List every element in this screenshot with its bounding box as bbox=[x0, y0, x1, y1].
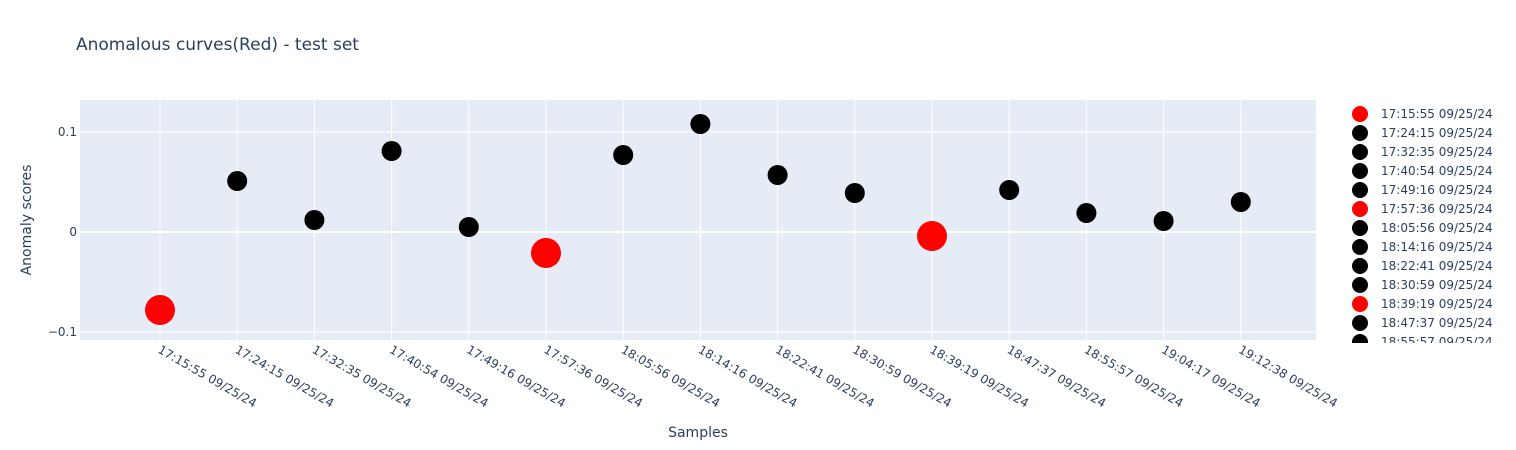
legend-marker bbox=[1352, 277, 1368, 293]
normal-point[interactable] bbox=[1153, 211, 1174, 231]
data-points bbox=[145, 114, 1251, 325]
anomalous-point[interactable] bbox=[917, 221, 947, 251]
normal-point[interactable] bbox=[1230, 192, 1251, 212]
legend-item[interactable]: 18:05:56 09/25/24 bbox=[1352, 220, 1493, 236]
legend-item[interactable]: 18:55:57 09/25/24 bbox=[1352, 334, 1493, 350]
legend-label: 17:57:36 09/25/24 bbox=[1381, 202, 1493, 216]
legend-marker bbox=[1352, 334, 1368, 343]
y-tick-label: 0.1 bbox=[58, 125, 77, 139]
legend-label: 17:40:54 09/25/24 bbox=[1381, 164, 1493, 178]
normal-point[interactable] bbox=[458, 217, 479, 237]
normal-point[interactable] bbox=[613, 145, 634, 165]
legend-marker bbox=[1352, 125, 1368, 141]
legend-item[interactable]: 17:24:15 09/25/24 bbox=[1352, 125, 1493, 141]
legend-label: 18:05:56 09/25/24 bbox=[1381, 221, 1493, 235]
legend-label: 19:04:17 09/25/24 bbox=[1381, 354, 1493, 368]
normal-point[interactable] bbox=[227, 171, 248, 191]
legend-label: 17:32:35 09/25/24 bbox=[1381, 145, 1493, 159]
plot-area[interactable] bbox=[80, 100, 1316, 340]
legend-marker bbox=[1352, 372, 1368, 388]
normal-point[interactable] bbox=[381, 141, 402, 161]
legend-item[interactable]: 18:39:19 09/25/24 bbox=[1352, 296, 1493, 312]
legend-label: 17:15:55 09/25/24 bbox=[1381, 107, 1493, 121]
y-axis-ticks: 0.1 0 −0.1 bbox=[48, 125, 77, 339]
y-tick-label: 0 bbox=[69, 225, 77, 239]
legend-label: 17:49:16 09/25/24 bbox=[1381, 183, 1493, 197]
legend-marker bbox=[1352, 258, 1368, 274]
normal-point[interactable] bbox=[844, 183, 865, 203]
chart-title: Anomalous curves(Red) - test set bbox=[76, 35, 359, 55]
legend-marker bbox=[1352, 201, 1368, 217]
legend-item[interactable]: 18:47:37 09/25/24 bbox=[1352, 315, 1493, 331]
normal-point[interactable] bbox=[304, 210, 325, 230]
legend-label: 18:39:19 09/25/24 bbox=[1381, 297, 1493, 311]
legend-item[interactable]: 17:32:35 09/25/24 bbox=[1352, 144, 1493, 160]
legend-marker bbox=[1352, 144, 1368, 160]
legend-item[interactable]: 17:49:16 09/25/24 bbox=[1352, 182, 1493, 198]
legend-item[interactable]: 17:57:36 09/25/24 bbox=[1352, 201, 1493, 217]
legend-marker bbox=[1352, 296, 1368, 312]
legend-marker bbox=[1352, 220, 1368, 236]
legend-label: 18:14:16 09/25/24 bbox=[1381, 240, 1493, 254]
legend-item[interactable]: 19:04:17 09/25/24 bbox=[1352, 353, 1493, 369]
legend-label: 18:30:59 09/25/24 bbox=[1381, 278, 1493, 292]
y-tick-label: −0.1 bbox=[48, 325, 77, 339]
legend-item[interactable]: 19:12:38 09/25/24 bbox=[1352, 372, 1493, 388]
legend-marker bbox=[1352, 315, 1368, 331]
anomalous-point[interactable] bbox=[531, 238, 561, 268]
legend-item[interactable]: 18:22:41 09/25/24 bbox=[1352, 258, 1493, 274]
legend-item[interactable]: 18:30:59 09/25/24 bbox=[1352, 277, 1493, 293]
legend-marker bbox=[1352, 163, 1368, 179]
legend-label: 19:12:38 09/25/24 bbox=[1381, 373, 1493, 387]
legend-item[interactable]: 17:15:55 09/25/24 bbox=[1352, 106, 1493, 122]
legend-item[interactable]: 18:14:16 09/25/24 bbox=[1352, 239, 1493, 255]
legend-marker bbox=[1352, 182, 1368, 198]
y-axis-title: Anomaly scores bbox=[19, 165, 35, 276]
legend-marker bbox=[1352, 353, 1368, 369]
anomalous-point[interactable] bbox=[145, 295, 175, 325]
normal-point[interactable] bbox=[999, 180, 1020, 200]
legend[interactable]: 17:15:55 09/25/24 17:24:15 09/25/24 17:32:… bbox=[1352, 106, 1493, 388]
legend-label: 18:55:57 09/25/24 bbox=[1381, 335, 1493, 349]
normal-point[interactable] bbox=[1076, 203, 1097, 223]
legend-label: 18:22:41 09/25/24 bbox=[1381, 259, 1493, 273]
normal-point[interactable] bbox=[767, 165, 788, 185]
legend-marker bbox=[1352, 106, 1368, 122]
legend-label: 17:24:15 09/25/24 bbox=[1381, 126, 1493, 140]
legend-item[interactable]: 17:40:54 09/25/24 bbox=[1352, 163, 1493, 179]
legend-marker bbox=[1352, 239, 1368, 255]
x-axis-title: Samples bbox=[668, 425, 728, 441]
legend-label: 18:47:37 09/25/24 bbox=[1381, 316, 1493, 330]
normal-point[interactable] bbox=[690, 114, 711, 134]
